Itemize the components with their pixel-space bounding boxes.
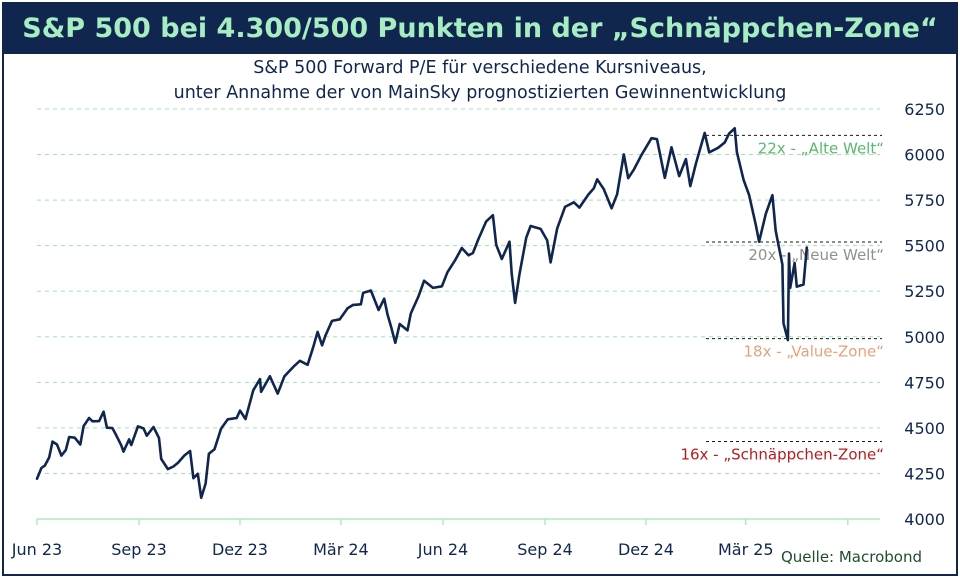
x-tick-label: Dez 23 xyxy=(212,540,268,559)
title-banner: S&P 500 bei 4.300/500 Punkten in der „Sc… xyxy=(4,4,956,54)
x-axis: Jun 23 Sep 23 Dez 23 Mär 24 Jun 24 Sep 24 Dez … xyxy=(11,518,880,559)
chart-subtitle-line-1: S&P 500 Forward P/E für verschiedene Kur… xyxy=(253,58,707,78)
valuation-label: 20x - „Neue Welt“ xyxy=(748,246,884,264)
x-tick-label: Mär 24 xyxy=(313,540,369,559)
y-tick-label: 5000 xyxy=(904,328,945,347)
grid-lines xyxy=(37,108,880,474)
x-tick-label: Sep 24 xyxy=(517,540,573,559)
x-tick-label: Mär 25 xyxy=(718,540,774,559)
y-tick-label: 5750 xyxy=(904,191,945,210)
y-tick-label: 6000 xyxy=(904,146,945,165)
valuation-label: 18x - „Value-Zone“ xyxy=(744,343,885,361)
y-tick-label: 4500 xyxy=(904,419,945,438)
x-tick-label: Dez 24 xyxy=(618,540,674,559)
series-line xyxy=(35,127,809,500)
series-layer xyxy=(35,127,809,500)
y-axis-tick-labels: 4000 4250 4500 4750 5000 5250 5500 5750 6000 6250 xyxy=(904,100,945,529)
chart-subtitle-line-2: unter Annahme der von MainSky prognostiz… xyxy=(173,83,787,103)
valuation-label: 16x - „Schnäppchen-Zone“ xyxy=(680,446,884,464)
valuation-label: 22x - „Alte Welt“ xyxy=(758,139,884,157)
y-tick-label: 4000 xyxy=(904,510,945,529)
y-tick-label: 4250 xyxy=(904,464,945,483)
source-label: Quelle: Macrobond xyxy=(780,548,922,566)
x-tick-label: Jun 24 xyxy=(417,540,468,559)
valuation-lines: 22x - „Alte Welt“ 20x - „Neue Welt“ 18x - … xyxy=(680,134,885,464)
x-tick-label: Sep 23 xyxy=(111,540,167,559)
y-tick-label: 5500 xyxy=(904,237,945,256)
chart-title: S&P 500 bei 4.300/500 Punkten in der „Sc… xyxy=(22,13,938,44)
y-tick-label: 6250 xyxy=(904,100,945,119)
y-tick-label: 5250 xyxy=(904,282,945,301)
x-tick-label: Jun 23 xyxy=(11,540,62,559)
y-tick-label: 4750 xyxy=(904,373,945,392)
